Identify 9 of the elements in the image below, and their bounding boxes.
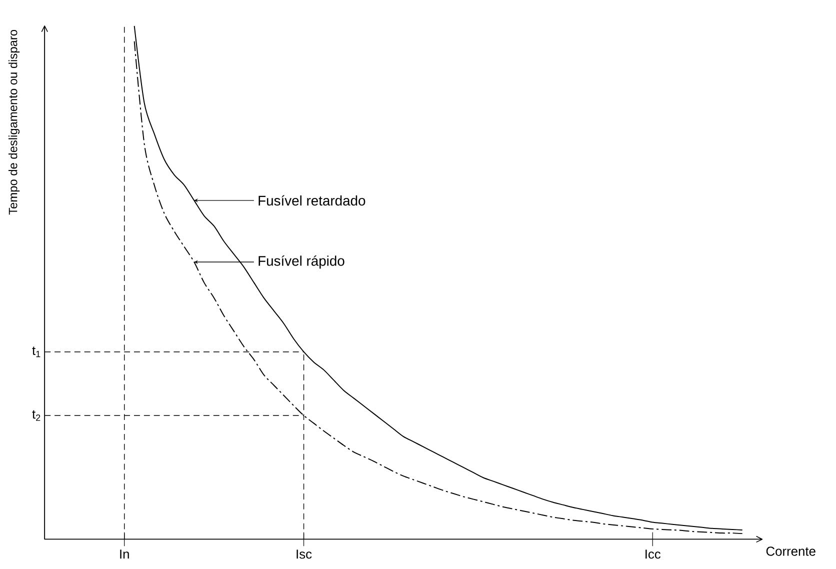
x-axis-title: Corrente [766, 546, 816, 556]
ref-line-label: t$_{1}$ [32, 346, 40, 358]
x-tick-label: In [120, 550, 129, 558]
y-axis-title: Tempo de desligamento ou disparo [8, 30, 20, 215]
annotation: Fusível retardado [258, 195, 366, 206]
ref-line-label: t$_{2}$ [32, 410, 40, 421]
x-tick-label: Isc [296, 550, 312, 559]
annotation: Fusível rápido [258, 255, 344, 269]
x-tick-label: Icc [646, 550, 661, 559]
